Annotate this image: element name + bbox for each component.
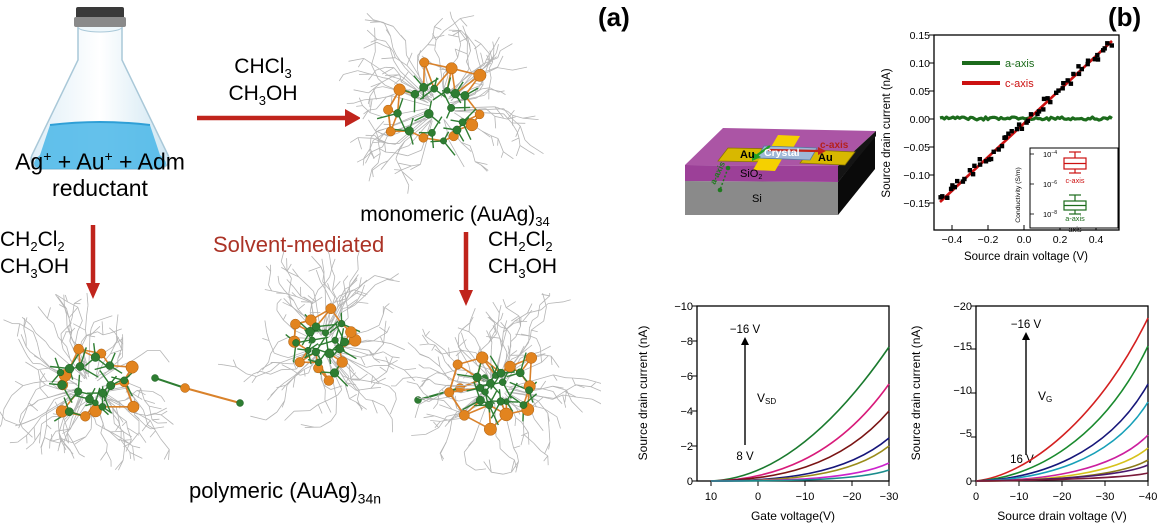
svg-text:c-axis: c-axis: [1005, 78, 1034, 90]
svg-text:−0.10: −0.10: [903, 170, 930, 182]
svg-text:a-axis: a-axis: [1065, 214, 1085, 223]
svg-text:0: 0: [755, 491, 761, 503]
svg-text:−20: −20: [953, 301, 972, 313]
svg-text:−20: −20: [843, 491, 862, 503]
svg-text:−15: −15: [953, 341, 972, 353]
svg-text:Au: Au: [818, 152, 833, 164]
svg-text:Source drain current (nA): Source drain current (nA): [909, 326, 923, 461]
svg-text:−30: −30: [1096, 491, 1115, 503]
svg-text:0.10: 0.10: [910, 58, 931, 70]
svg-text:−0.15: −0.15: [903, 198, 930, 210]
svg-text:−10: −10: [796, 491, 815, 503]
svg-text:0.15: 0.15: [910, 30, 931, 42]
svg-text:−16 V: −16 V: [730, 324, 761, 336]
svg-text:0.4: 0.4: [1089, 234, 1104, 246]
svg-text:−6: −6: [680, 371, 693, 383]
svg-text:Conductivity (S/m): Conductivity (S/m): [1015, 167, 1022, 223]
svg-text:0.2: 0.2: [1053, 234, 1068, 246]
svg-text:Source drain current (nA): Source drain current (nA): [636, 326, 650, 461]
svg-text:Crystal: Crystal: [764, 147, 800, 159]
svg-text:−8: −8: [680, 336, 693, 348]
svg-text:0.0: 0.0: [1017, 234, 1032, 246]
svg-text:10: 10: [705, 491, 717, 503]
svg-text:c-axis: c-axis: [820, 140, 849, 151]
svg-text:Source drain voltage (V): Source drain voltage (V): [997, 509, 1126, 523]
svg-text:−5: −5: [959, 428, 972, 440]
svg-text:0.05: 0.05: [910, 86, 931, 98]
svg-text:0.00: 0.00: [910, 114, 931, 126]
svg-text:Source drain current (nA): Source drain current (nA): [881, 68, 893, 197]
svg-text:−0.2: −0.2: [978, 234, 999, 246]
svg-text:−10: −10: [1010, 491, 1029, 503]
svg-text:0: 0: [973, 491, 979, 503]
svg-text:−10: −10: [953, 385, 972, 397]
svg-text:−4: −4: [680, 406, 693, 418]
svg-text:−10: −10: [674, 301, 693, 313]
svg-text:Gate voltage(V): Gate voltage(V): [751, 509, 835, 523]
svg-text:0: 0: [687, 476, 693, 488]
svg-text:−30: −30: [880, 491, 899, 503]
svg-text:Au: Au: [740, 149, 755, 161]
svg-text:Source drain voltage (V): Source drain voltage (V): [964, 251, 1088, 263]
svg-text:axis: axis: [1069, 225, 1082, 234]
svg-text:c-axis: c-axis: [1065, 176, 1084, 185]
svg-text:0: 0: [966, 476, 972, 488]
svg-text:−20: −20: [1053, 491, 1072, 503]
svg-text:Si: Si: [752, 193, 762, 205]
svg-text:−16 V: −16 V: [1011, 319, 1042, 331]
svg-text:−2: −2: [680, 441, 693, 453]
svg-text:−0.05: −0.05: [903, 142, 930, 154]
svg-text:a-axis: a-axis: [1005, 58, 1035, 70]
svg-text:−40: −40: [1139, 491, 1158, 503]
svg-text:8 V: 8 V: [736, 451, 754, 463]
svg-text:−0.4: −0.4: [942, 234, 963, 246]
